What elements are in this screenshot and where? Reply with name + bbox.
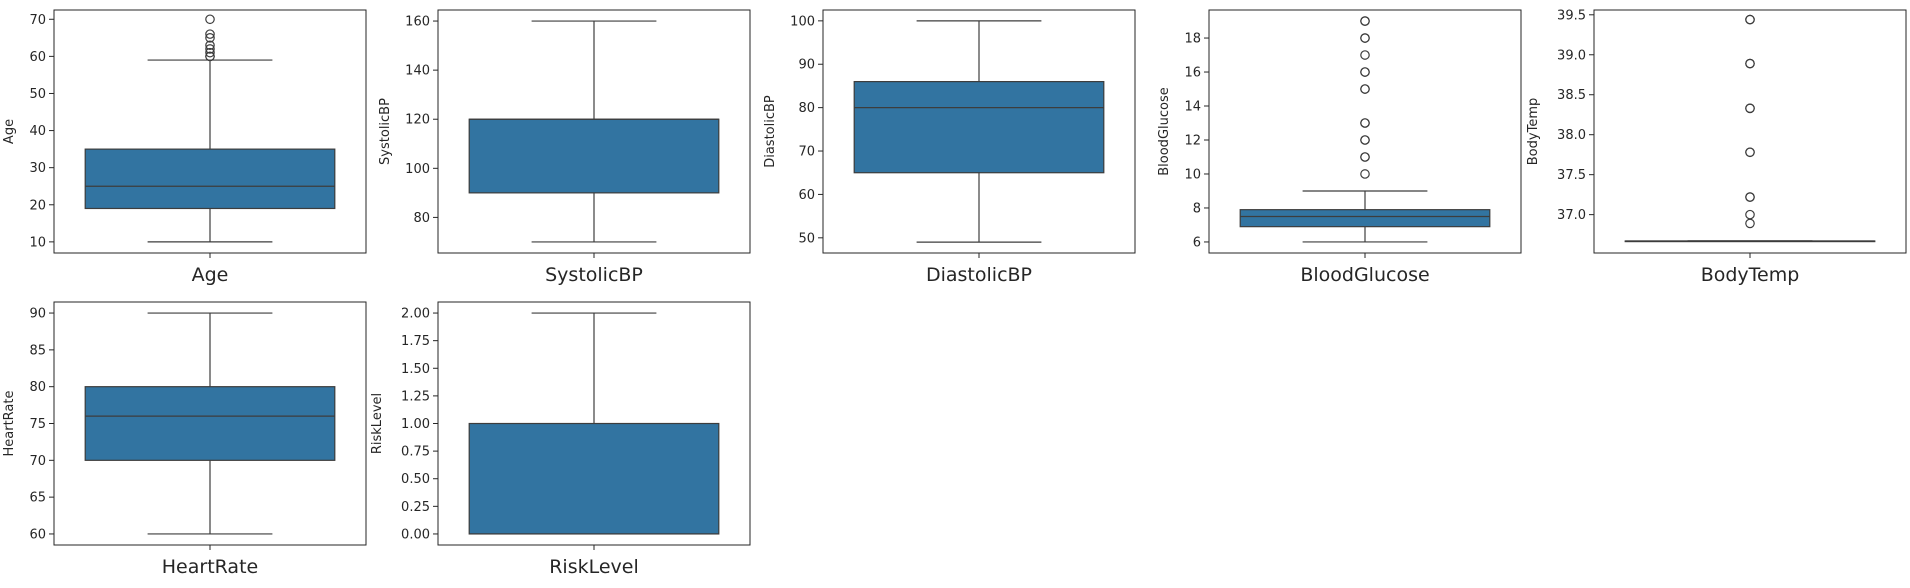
outlier-point <box>205 33 215 43</box>
y-tick-label: 80 <box>413 211 430 226</box>
subplot-age: 10 20 30 40 50 60 70 Age Age <box>2 9 367 286</box>
x-axis-label: BodyTemp <box>1701 264 1800 286</box>
y-axis-label: BodyTemp <box>1526 98 1541 165</box>
y-tick-label: 85 <box>29 343 46 358</box>
y-axis-label: RiskLevel <box>370 393 385 454</box>
y-tick-label: 40 <box>29 124 46 139</box>
outlier-point <box>205 40 215 51</box>
y-tick-label: 60 <box>798 188 815 203</box>
y-tick-label: 1.75 <box>401 334 430 349</box>
x-axis-label: SystolicBP <box>545 264 643 286</box>
y-tick-label: 38.0 <box>1557 128 1586 143</box>
outlier-point <box>205 47 215 58</box>
y-tick-label: 0.50 <box>401 472 430 487</box>
y-tick-label: 37.5 <box>1557 168 1586 183</box>
iqr-box <box>84 386 336 461</box>
outlier-point <box>1745 192 1755 202</box>
y-tick-label: 6 <box>1193 235 1201 250</box>
y-tick-label: 120 <box>405 113 430 128</box>
outlier-point <box>1360 50 1370 60</box>
y-tick-label: 0.00 <box>401 527 430 542</box>
outlier-point <box>1360 33 1370 43</box>
iqr-box <box>1239 209 1491 228</box>
outlier-point <box>1360 16 1370 26</box>
y-tick-label: 140 <box>405 64 430 79</box>
y-tick-label: 30 <box>29 161 46 176</box>
outlier-point <box>205 29 215 39</box>
y-tick-label: 100 <box>405 162 430 177</box>
y-tick-label: 0.75 <box>401 445 430 460</box>
outlier-point <box>1745 147 1755 158</box>
x-axis-label: RiskLevel <box>549 556 639 578</box>
y-axis-label: SystolicBP <box>378 98 393 165</box>
subplot-risklevel: 0.00 0.25 0.50 0.75 1.00 1.25 1.50 1.75 2.00 Risk… <box>370 301 751 578</box>
y-tick-label: 38.5 <box>1557 88 1586 103</box>
y-tick-label: 16 <box>1184 66 1201 81</box>
iqr-box <box>468 118 720 194</box>
outlier-point <box>1360 135 1370 145</box>
y-tick-label: 1.00 <box>401 417 430 432</box>
outlier-point <box>1745 14 1755 25</box>
y-tick-label: 90 <box>798 58 815 73</box>
y-axis-label: BloodGlucose <box>1157 87 1172 176</box>
y-tick-label: 39.0 <box>1557 48 1586 63</box>
plot-frame <box>1593 9 1907 254</box>
y-tick-label: 80 <box>29 380 46 395</box>
y-tick-label: 12 <box>1184 133 1201 148</box>
y-axis-label: HeartRate <box>2 391 17 457</box>
y-tick-label: 1.50 <box>401 362 430 377</box>
x-axis-label: HeartRate <box>162 556 258 578</box>
outlier-point <box>1745 209 1755 220</box>
outlier-point <box>205 14 215 25</box>
outlier-point <box>1360 169 1370 179</box>
y-tick-label: 50 <box>798 231 815 246</box>
y-tick-label: 60 <box>29 50 46 65</box>
iqr-box <box>853 80 1105 174</box>
outlier-point <box>1745 103 1755 114</box>
outlier-point <box>1360 84 1370 94</box>
y-tick-label: 18 <box>1184 32 1201 47</box>
y-axis-label: DiastolicBP <box>763 95 778 168</box>
y-tick-label: 0.25 <box>401 500 430 515</box>
outlier-point <box>205 51 215 62</box>
x-axis-label: BloodGlucose <box>1300 264 1429 286</box>
x-axis-label: Age <box>192 264 229 286</box>
x-axis-label: DiastolicBP <box>926 264 1032 286</box>
y-tick-label: 70 <box>798 145 815 160</box>
y-tick-label: 2.00 <box>401 307 430 322</box>
y-tick-label: 10 <box>29 235 46 250</box>
y-tick-label: 70 <box>29 13 46 28</box>
y-tick-label: 60 <box>29 527 46 542</box>
outlier-point <box>1360 118 1370 128</box>
y-tick-label: 70 <box>29 454 46 469</box>
subplot-heartrate: 60 65 70 75 80 85 90 HeartRate HeartRate <box>2 301 367 578</box>
outlier-point <box>1360 67 1370 77</box>
y-tick-label: 80 <box>798 101 815 116</box>
subplot-systolicbp: 80 100 120 140 160 SystolicBP SystolicBP <box>378 9 751 286</box>
y-tick-label: 1.25 <box>401 389 430 404</box>
y-tick-label: 50 <box>29 87 46 102</box>
y-tick-label: 90 <box>29 307 46 322</box>
y-tick-label: 37.0 <box>1557 208 1586 223</box>
y-tick-label: 39.5 <box>1557 8 1586 23</box>
subplot-bloodglucose: 6 8 10 12 14 16 18 BloodGlucose BloodGlucose <box>1157 9 1522 286</box>
iqr-box <box>468 422 720 535</box>
iqr-box <box>84 148 336 210</box>
y-tick-label: 10 <box>1184 167 1201 182</box>
outlier-point <box>205 44 215 54</box>
subplot-diastolicbp: 50 60 70 80 90 100 DiastolicBP DiastolicBP <box>763 9 1136 286</box>
y-tick-label: 20 <box>29 198 46 213</box>
outlier-point <box>1745 218 1755 229</box>
y-tick-label: 160 <box>405 15 430 30</box>
y-axis-label: Age <box>2 119 17 144</box>
outlier-point <box>1745 58 1755 69</box>
subplot-bodytemp: 37.0 37.5 38.0 38.5 39.0 39.5 BodyTemp BodyTemp <box>1526 8 1907 286</box>
y-tick-label: 8 <box>1193 201 1201 216</box>
y-tick-label: 100 <box>790 14 815 29</box>
y-tick-label: 65 <box>29 491 46 506</box>
y-tick-label: 75 <box>29 417 46 432</box>
outlier-point <box>1360 152 1370 162</box>
y-tick-label: 14 <box>1184 100 1201 115</box>
